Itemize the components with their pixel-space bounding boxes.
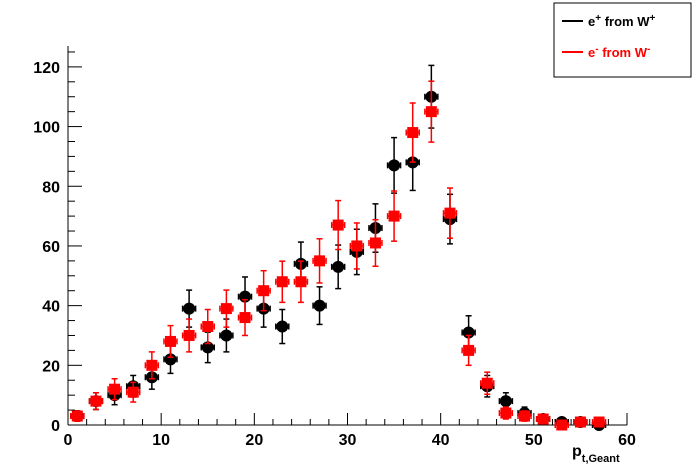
data-points <box>70 64 607 431</box>
legend-box <box>553 2 692 78</box>
y-tick-label: 100 <box>33 120 60 137</box>
data-point <box>164 353 177 366</box>
data-point <box>332 219 344 231</box>
x-axis-title-sub: t,Geant <box>582 453 620 465</box>
data-point <box>183 302 196 315</box>
data-point <box>314 255 326 267</box>
x-tick-label: 50 <box>525 432 543 449</box>
data-point <box>220 329 233 342</box>
x-tick-label: 10 <box>152 432 170 449</box>
x-tick-label: 20 <box>245 432 263 449</box>
data-point <box>500 407 512 419</box>
data-point <box>295 276 307 288</box>
data-point <box>556 419 568 431</box>
y-tick-label: 120 <box>33 60 60 77</box>
data-point <box>71 410 83 422</box>
series-e-minus <box>70 80 607 431</box>
data-point <box>127 386 139 398</box>
data-point <box>425 106 437 118</box>
data-point <box>463 344 475 356</box>
legend-entry: e+ from W+ <box>562 13 655 29</box>
data-point <box>369 237 381 249</box>
y-tick-label: 0 <box>51 418 60 435</box>
data-point <box>351 240 363 252</box>
x-tick-label: 0 <box>64 432 73 449</box>
data-point <box>499 395 512 408</box>
data-point <box>146 359 158 371</box>
data-point <box>444 207 456 219</box>
data-point <box>239 312 251 324</box>
axes: 0 20 40 60 80 100 120 0 10 20 30 40 50 60 <box>33 46 636 449</box>
y-tick-label: 20 <box>42 358 60 375</box>
x-axis-title: pt,Geant <box>572 443 620 465</box>
data-point <box>220 303 232 315</box>
data-point <box>388 159 401 172</box>
legend-label: e+ from W+ <box>588 13 655 29</box>
data-point <box>201 341 214 354</box>
data-point <box>537 413 549 425</box>
data-point <box>183 329 195 341</box>
data-point <box>388 210 400 222</box>
x-tick-label: 60 <box>618 432 636 449</box>
legend: e+ from W+ e- from W- <box>553 2 692 78</box>
data-point <box>276 276 288 288</box>
data-point <box>276 320 289 333</box>
y-tick-label: 40 <box>42 299 60 316</box>
y-tick-label: 80 <box>42 179 60 196</box>
legend-entry: e- from W- <box>562 44 650 60</box>
y-tick-label: 60 <box>42 239 60 256</box>
data-point <box>481 377 493 389</box>
data-point <box>202 321 214 333</box>
data-point <box>164 335 176 347</box>
data-point <box>574 416 586 428</box>
data-point <box>90 395 102 407</box>
x-axis-title-main: p <box>572 443 582 460</box>
data-point <box>407 127 419 139</box>
data-point <box>593 416 605 428</box>
data-point <box>109 383 121 395</box>
x-tick-label: 30 <box>339 432 357 449</box>
data-point <box>313 299 326 312</box>
legend-label: e- from W- <box>588 44 650 60</box>
x-tick-label: 40 <box>432 432 450 449</box>
data-point <box>332 260 345 273</box>
data-point <box>258 285 270 297</box>
data-point <box>519 410 531 422</box>
